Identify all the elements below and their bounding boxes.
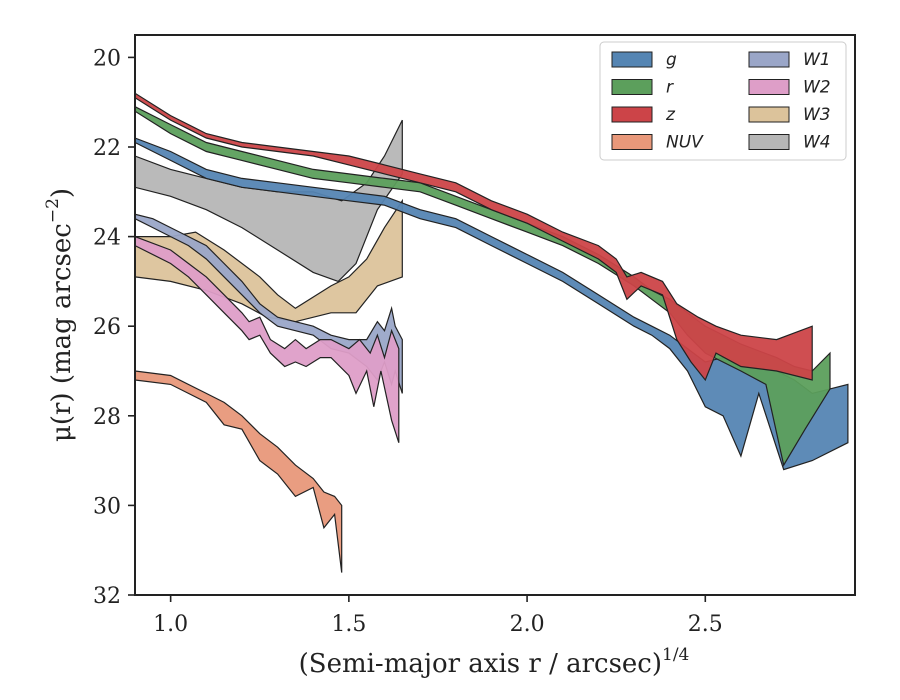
legend-label-w1: W1 [803, 50, 831, 70]
y-axis-label-close: ) [47, 188, 77, 198]
y-axis-label: μ(r) (mag arcsec−2) [43, 188, 77, 442]
band-z [135, 92, 813, 382]
legend-label-z: z [665, 105, 676, 125]
legend-label-r: r [666, 78, 674, 98]
legend-swatch-w1 [748, 51, 790, 68]
y-axis-label-exponent: −2 [43, 198, 63, 223]
legend-label-w3: W3 [803, 105, 831, 125]
x-tick-label: 2.0 [510, 612, 545, 637]
band-w2 [135, 235, 400, 443]
legend: grz NUV W1 W2 W3 W4 [599, 41, 847, 161]
x-axis-label: (Semi-major axis r / arcsec)1/4 [299, 645, 690, 679]
legend-swatch-r [611, 79, 653, 95]
x-tick-label: 1.0 [153, 612, 188, 637]
legend-label-g: g [666, 50, 677, 70]
profile-bands [135, 92, 849, 573]
y-tick-label: 24 [93, 226, 121, 251]
legend-swatch-w2 [748, 79, 790, 95]
plot-frame [134, 34, 856, 596]
band-w3 [135, 198, 403, 323]
y-axis-ticks: 20 22 24 26 28 30 32 [93, 46, 135, 609]
x-axis-label-exponent: 1/4 [662, 645, 689, 665]
y-tick-label: 30 [93, 494, 121, 519]
legend-frame [599, 41, 847, 161]
x-tick-label: 1.5 [331, 612, 366, 637]
legend-label-nuv: NUV [666, 133, 704, 153]
x-tick-label: 2.5 [688, 612, 723, 637]
legend-swatch-nuv [611, 134, 653, 150]
y-tick-label: 20 [93, 46, 121, 71]
y-tick-label: 28 [93, 405, 121, 430]
x-axis-ticks: 1.0 1.5 2.0 2.5 [153, 595, 723, 637]
legend-swatch-w3 [748, 106, 790, 123]
legend-label-w4: W4 [803, 133, 831, 153]
band-nuv [135, 370, 343, 573]
legend-swatch-w4 [748, 134, 790, 150]
y-tick-label: 32 [93, 584, 121, 609]
band-g [135, 137, 849, 471]
legend-label-w2: W2 [803, 78, 831, 98]
y-tick-label: 22 [93, 136, 121, 161]
legend-swatch-g [611, 51, 653, 68]
legend-swatch-z [611, 106, 653, 123]
y-tick-label: 26 [93, 315, 121, 340]
